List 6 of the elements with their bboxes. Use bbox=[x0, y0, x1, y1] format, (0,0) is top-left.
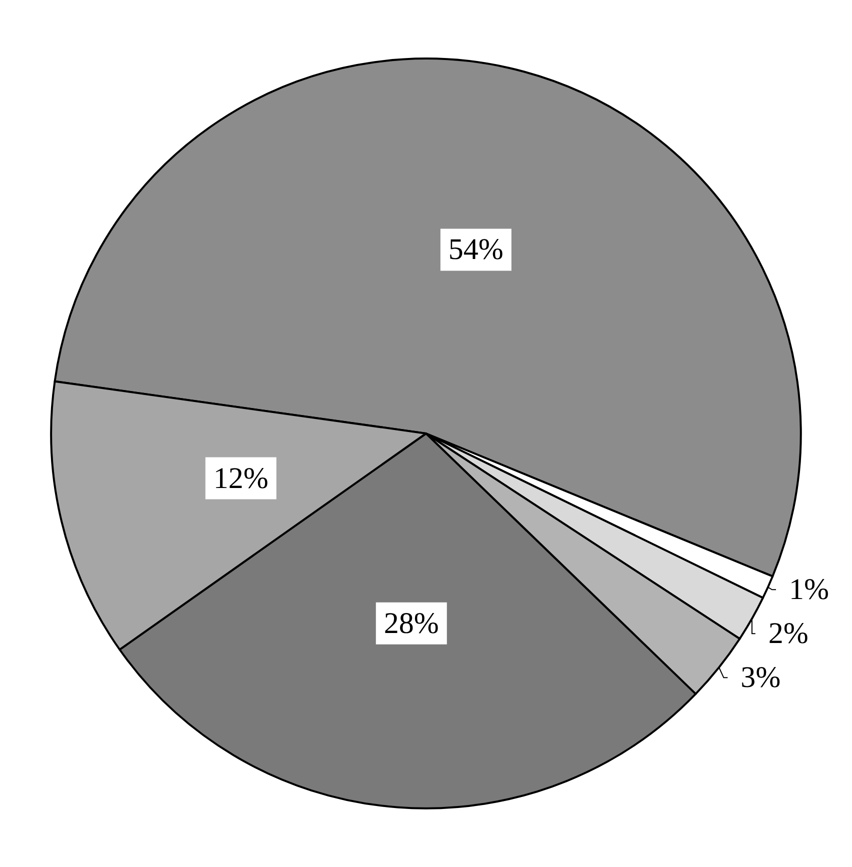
data-label: 3% bbox=[740, 661, 781, 694]
data-label: 2% bbox=[768, 617, 808, 650]
data-label: 28% bbox=[384, 606, 439, 640]
data-label: 54% bbox=[448, 233, 504, 266]
data-label: 12% bbox=[213, 462, 268, 495]
data-label: 1% bbox=[789, 573, 829, 606]
